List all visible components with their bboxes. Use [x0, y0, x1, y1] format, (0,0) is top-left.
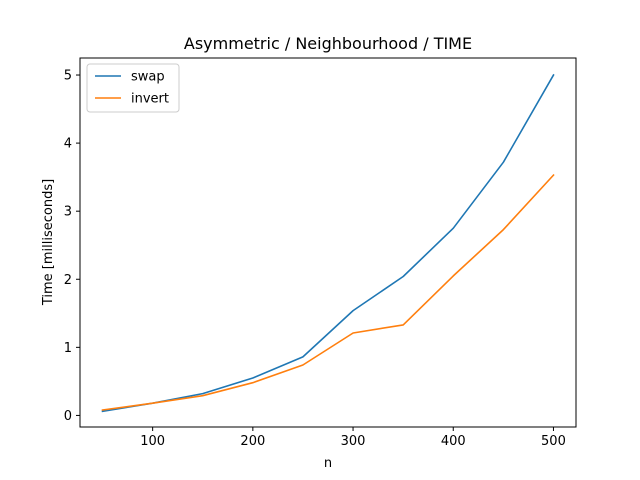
y-tick-label: 3 [64, 205, 72, 220]
plot-frame [79, 57, 577, 428]
series-line-invert [101, 173, 555, 411]
x-tick-label: 200 [240, 434, 265, 449]
series-lines [101, 73, 555, 413]
legend-label-swap: swap [131, 70, 165, 85]
y-tick-label: 4 [64, 137, 72, 152]
series-line-swap [101, 73, 555, 413]
x-axis: 100 200 300 400 500 [140, 427, 566, 449]
legend-label-invert: invert [131, 92, 169, 107]
x-tick-label: 500 [541, 434, 566, 449]
y-axis: 0 1 2 3 4 5 [64, 69, 80, 424]
x-tick-label: 100 [140, 434, 165, 449]
x-axis-label: n [324, 456, 332, 471]
y-tick-label: 5 [64, 69, 72, 84]
y-tick-label: 2 [64, 273, 72, 288]
x-tick-label: 300 [341, 434, 366, 449]
y-tick-label: 0 [64, 409, 72, 424]
legend: swap invert [86, 63, 180, 113]
chart-title: Asymmetric / Neighbourhood / TIME [184, 34, 472, 53]
y-tick-label: 1 [64, 341, 72, 356]
y-axis-label: Time [milliseconds] [41, 179, 56, 306]
x-tick-label: 400 [441, 434, 466, 449]
